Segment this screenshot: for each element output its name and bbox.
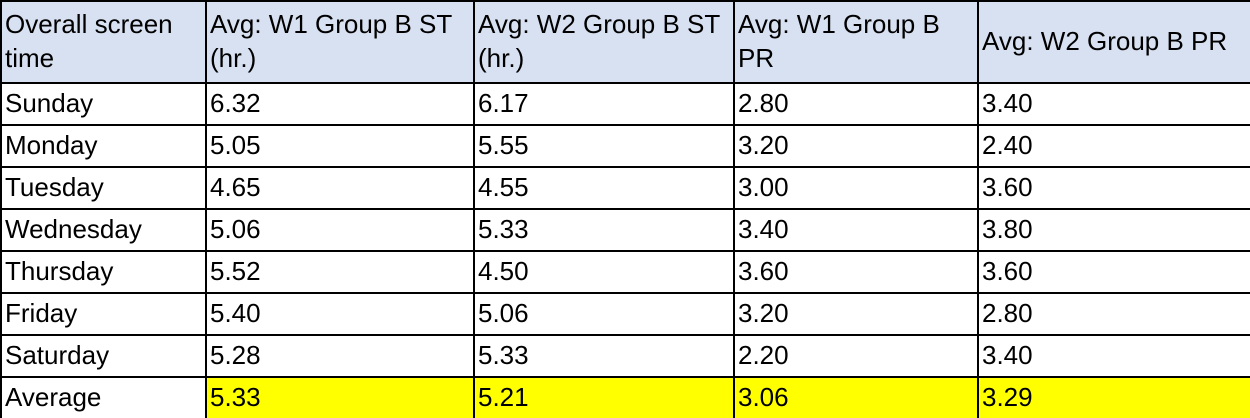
- row-label[interactable]: Sunday: [0, 82, 207, 126]
- data-cell[interactable]: 3.80: [977, 208, 1250, 252]
- data-cell[interactable]: 5.33: [473, 208, 735, 252]
- average-data-cell[interactable]: 3.29: [977, 376, 1250, 418]
- data-cell[interactable]: 3.20: [733, 124, 979, 168]
- table-row: Friday 5.40 5.06 3.20 2.80: [0, 292, 1250, 336]
- data-cell[interactable]: 4.65: [205, 166, 475, 210]
- data-cell[interactable]: 3.40: [733, 208, 979, 252]
- data-cell[interactable]: 3.00: [733, 166, 979, 210]
- column-header[interactable]: Avg: W1 Group B PR: [733, 0, 979, 84]
- table-row: Thursday 5.52 4.50 3.60 3.60: [0, 250, 1250, 294]
- column-header[interactable]: Avg: W1 Group B ST (hr.): [205, 0, 475, 84]
- data-cell[interactable]: 5.05: [205, 124, 475, 168]
- data-cell[interactable]: 4.50: [473, 250, 735, 294]
- row-label[interactable]: Tuesday: [0, 166, 207, 210]
- row-label[interactable]: Friday: [0, 292, 207, 336]
- data-cell[interactable]: 2.20: [733, 334, 979, 378]
- average-data-cell[interactable]: 5.33: [205, 376, 475, 418]
- column-header[interactable]: Avg: W2 Group B PR: [977, 0, 1250, 84]
- row-label[interactable]: Thursday: [0, 250, 207, 294]
- data-cell[interactable]: 3.20: [733, 292, 979, 336]
- data-cell[interactable]: 3.40: [977, 334, 1250, 378]
- table-row: Saturday 5.28 5.33 2.20 3.40: [0, 334, 1250, 378]
- average-data-cell[interactable]: 5.21: [473, 376, 735, 418]
- data-cell[interactable]: 5.40: [205, 292, 475, 336]
- row-label[interactable]: Monday: [0, 124, 207, 168]
- column-header[interactable]: Avg: W2 Group B ST (hr.): [473, 0, 735, 84]
- data-cell[interactable]: 5.52: [205, 250, 475, 294]
- table-row: Average 5.33 5.21 3.06 3.29: [0, 376, 1250, 418]
- data-cell[interactable]: 6.17: [473, 82, 735, 126]
- table-row: Monday 5.05 5.55 3.20 2.40: [0, 124, 1250, 168]
- data-cell[interactable]: 5.28: [205, 334, 475, 378]
- data-cell[interactable]: 2.80: [733, 82, 979, 126]
- data-cell[interactable]: 6.32: [205, 82, 475, 126]
- row-label[interactable]: Wednesday: [0, 208, 207, 252]
- data-cell[interactable]: 2.40: [977, 124, 1250, 168]
- data-cell[interactable]: 5.55: [473, 124, 735, 168]
- data-cell[interactable]: 3.60: [977, 250, 1250, 294]
- table-body: Sunday 6.32 6.17 2.80 3.40 Monday 5.05 5.55 3.20…: [0, 82, 1250, 418]
- data-cell[interactable]: 3.40: [977, 82, 1250, 126]
- column-header[interactable]: Overall screen time: [0, 0, 207, 84]
- row-label[interactable]: Saturday: [0, 334, 207, 378]
- data-cell[interactable]: 3.60: [977, 166, 1250, 210]
- data-cell[interactable]: 5.33: [473, 334, 735, 378]
- data-cell[interactable]: 4.55: [473, 166, 735, 210]
- data-cell[interactable]: 3.60: [733, 250, 979, 294]
- data-cell[interactable]: 2.80: [977, 292, 1250, 336]
- table-row: Tuesday 4.65 4.55 3.00 3.60: [0, 166, 1250, 210]
- data-cell[interactable]: 5.06: [205, 208, 475, 252]
- table-row: Wednesday 5.06 5.33 3.40 3.80: [0, 208, 1250, 252]
- table-header-row: Overall screen time Avg: W1 Group B ST (h…: [0, 0, 1250, 84]
- average-data-cell[interactable]: 3.06: [733, 376, 979, 418]
- table-row: Sunday 6.32 6.17 2.80 3.40: [0, 82, 1250, 126]
- data-cell[interactable]: 5.06: [473, 292, 735, 336]
- row-label[interactable]: Average: [0, 376, 207, 418]
